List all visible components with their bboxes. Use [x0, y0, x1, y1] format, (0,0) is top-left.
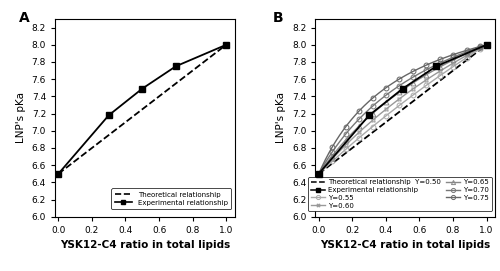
- Y-axis label: LNP's pKa: LNP's pKa: [276, 92, 286, 143]
- X-axis label: YSK12-C4 ratio in total lipids: YSK12-C4 ratio in total lipids: [60, 240, 230, 250]
- Text: B: B: [272, 11, 283, 25]
- Legend: Theoretical relationship, Experimental relationship: Theoretical relationship, Experimental r…: [112, 188, 231, 209]
- Y-axis label: LNP's pKa: LNP's pKa: [16, 92, 26, 143]
- X-axis label: YSK12-C4 ratio in total lipids: YSK12-C4 ratio in total lipids: [320, 240, 490, 250]
- Text: A: A: [19, 11, 30, 25]
- Legend: Theoretical relationship  Y=0.50, Experimental relationship, Y=0.55, Y=0.60, Y=0: Theoretical relationship Y=0.50, Experim…: [308, 177, 492, 211]
